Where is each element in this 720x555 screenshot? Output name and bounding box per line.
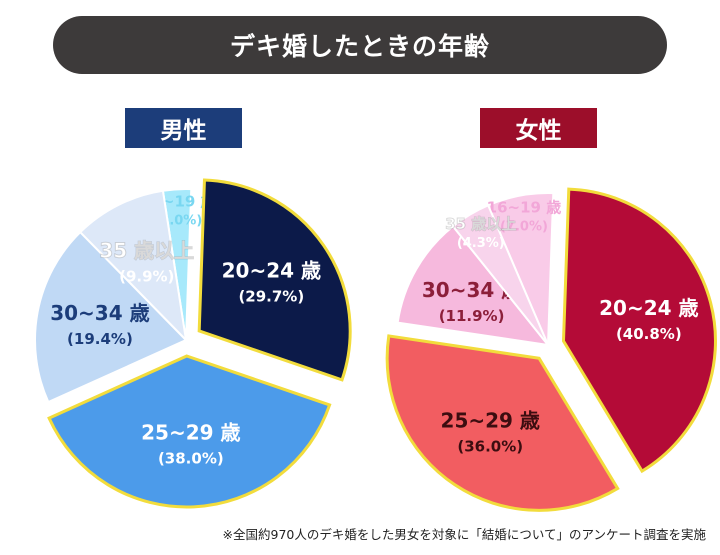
pie-slice-female-4: [451, 203, 549, 346]
pie-label-male-2: 25~29 歳: [141, 420, 240, 444]
pie-slice-female-1: [561, 187, 717, 474]
pie-slice-female-3: [396, 224, 551, 347]
pie-value-male-4: (9.9%): [119, 268, 174, 286]
pie-slice-male-2: [47, 354, 332, 509]
pie-slice-female-2: [385, 334, 620, 512]
footnote: ※全国約970人のデキ婚をした男女を対象に「結婚について」のアンケート調査を実施: [222, 527, 706, 542]
pie-value-male-3: (19.4%): [67, 330, 133, 348]
pie-slice-male-4: [78, 189, 188, 343]
pie-value-female-0: (7.0%): [500, 220, 548, 235]
pie-label-female-0: 16~19 歳: [487, 199, 562, 217]
pie-slice-male-3: [34, 230, 188, 404]
pie-value-female-2: (36.0%): [457, 438, 523, 456]
pie-label-male-4: 35 歳以上: [99, 239, 194, 263]
pie-label-female-4: 35 歳以上: [445, 215, 516, 233]
male-chart-title: 男性: [125, 108, 242, 148]
page-title: デキ婚したときの年齢: [53, 16, 667, 74]
pie-value-female-1: (40.8%): [616, 325, 682, 343]
pie-label-female-1: 20~24 歳: [599, 296, 698, 320]
pie-value-male-1: (29.7%): [238, 287, 304, 305]
pie-value-female-4: (4.3%): [457, 236, 505, 251]
pie-slice-male-1: [197, 178, 352, 382]
female-pie-chart: 16~19 歳 (7.0%) 20~24 歳 (40.8%) 25~29 歳 (36.0%…: [385, 187, 717, 512]
pie-label-female-2: 25~29 歳: [441, 409, 540, 433]
pie-label-male-1: 20~24 歳: [222, 258, 321, 282]
male-pie-chart: 16~19 歳(3.0%)20~24 歳(29.7%)25~29 歳(38.0%…: [34, 178, 352, 509]
female-chart-title: 女性: [480, 108, 597, 148]
pie-label-male-3: 30~34 歳: [50, 301, 149, 325]
pie-value-female-3: (11.9%): [439, 307, 505, 325]
pie-value-male-2: (38.0%): [158, 449, 224, 467]
